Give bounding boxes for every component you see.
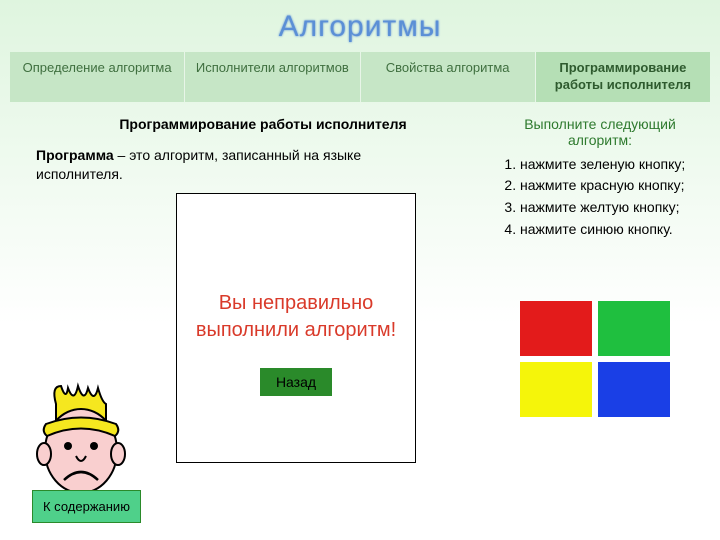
blue-button[interactable] [598, 362, 670, 417]
instructions-title: Выполните следующий алгоритм: [500, 116, 700, 148]
tab-definition[interactable]: Определение алгоритма [10, 52, 185, 102]
tab-programming[interactable]: Программирование работы исполнителя [536, 52, 710, 102]
step-4: нажмите синюю кнопку. [520, 219, 700, 241]
result-message: Вы неправильно выполнили алгоритм! [177, 290, 415, 344]
definition-term: Программа [36, 147, 114, 163]
tab-properties[interactable]: Свойства алгоритма [361, 52, 536, 102]
step-3: нажмите желтую кнопку; [520, 197, 700, 219]
definition-text: Программа – это алгоритм, записанный на … [36, 146, 490, 185]
back-button[interactable]: Назад [260, 368, 332, 396]
result-box: Вы неправильно выполнили алгоритм! Назад [176, 193, 416, 463]
step-1: нажмите зеленую кнопку; [520, 154, 700, 176]
color-buttons-grid [520, 301, 700, 417]
section-title: Программирование работы исполнителя [36, 116, 490, 132]
instructions-list: нажмите зеленую кнопку; нажмите красную … [500, 154, 700, 241]
green-button[interactable] [598, 301, 670, 356]
tab-executors[interactable]: Исполнители алгоритмов [185, 52, 360, 102]
tabs-bar: Определение алгоритма Исполнители алгори… [0, 52, 720, 102]
toc-button[interactable]: К содержанию [32, 490, 141, 523]
page-title: Алгоритмы [0, 0, 720, 44]
step-2: нажмите красную кнопку; [520, 175, 700, 197]
yellow-button[interactable] [520, 362, 592, 417]
red-button[interactable] [520, 301, 592, 356]
